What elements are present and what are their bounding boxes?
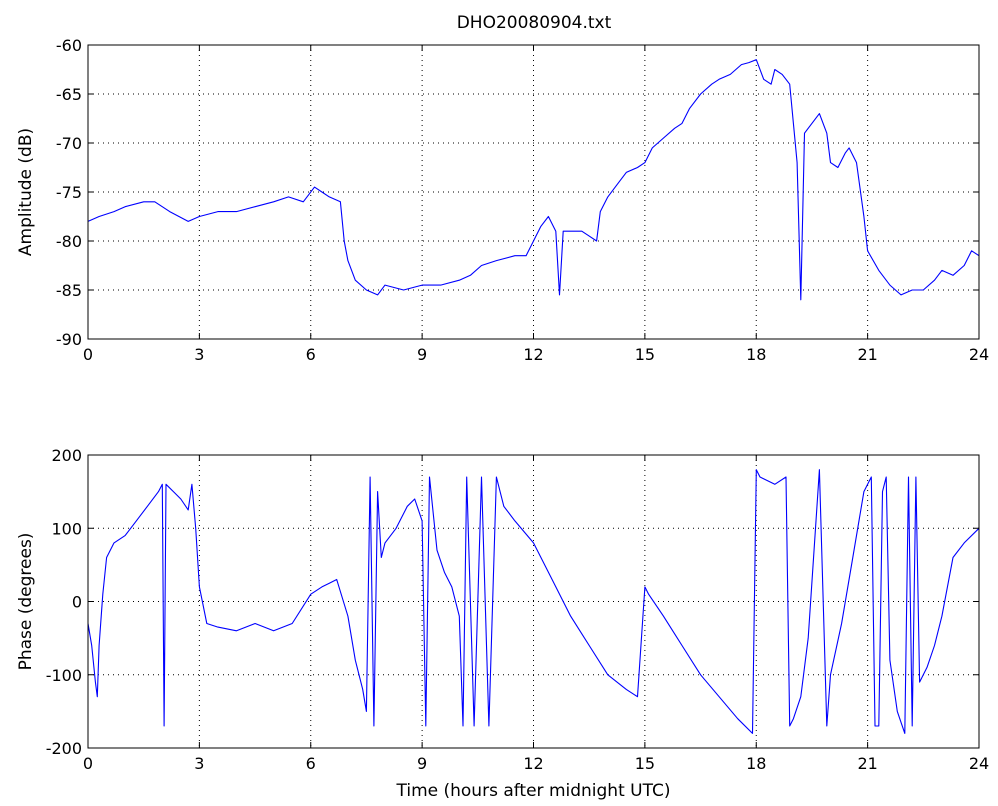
chart-title: DHO20080904.txt <box>457 13 612 33</box>
phase-x-tick-label: 18 <box>746 754 766 773</box>
phase-x-axis-title: Time (hours after midnight UTC) <box>395 781 670 801</box>
phase-x-tick-label: 3 <box>194 754 204 773</box>
phase-x-tick-label: 21 <box>857 754 877 773</box>
amplitude-y-tick-label: -85 <box>56 281 82 300</box>
amplitude-x-tick-label: 15 <box>635 345 655 364</box>
phase-y-tick-label: -200 <box>46 739 82 758</box>
phase-x-tick-label: 15 <box>635 754 655 773</box>
amplitude-y-tick-label: -75 <box>56 183 82 202</box>
amplitude-series-line <box>87 59 980 301</box>
phase-y-axis-title: Phase (degrees) <box>16 533 36 671</box>
amplitude-y-tick-label: -60 <box>56 36 82 55</box>
phase-x-tick-label: 9 <box>417 754 427 773</box>
phase-x-tick-label: 0 <box>83 754 93 773</box>
amplitude-x-tick-label: 21 <box>857 345 877 364</box>
amplitude-x-tick-label: 12 <box>523 345 543 364</box>
amplitude-y-tick-label: -90 <box>56 330 82 349</box>
amplitude-y-tick-label: -65 <box>56 85 82 104</box>
amplitude-x-tick-label: 6 <box>306 345 316 364</box>
phase-chart: 0 3 6 9 12 15 18 21 24 -200 -100 0 100 200 Phase (degr… <box>16 446 989 801</box>
amplitude-x-tick-label: 0 <box>83 345 93 364</box>
amplitude-y-tick-label: -80 <box>56 232 82 251</box>
phase-y-tick-label: -100 <box>46 666 82 685</box>
amplitude-y-axis-title: Amplitude (dB) <box>16 128 36 256</box>
phase-y-tick-label: 0 <box>72 593 82 612</box>
phase-y-tick-label: 200 <box>51 446 82 465</box>
amplitude-x-tick-label: 24 <box>969 345 989 364</box>
phase-y-tick-label: 100 <box>51 519 82 538</box>
amplitude-x-tick-label: 18 <box>746 345 766 364</box>
amplitude-y-tick-label: -70 <box>56 134 82 153</box>
phase-x-tick-label: 12 <box>523 754 543 773</box>
phase-x-tick-label: 6 <box>306 754 316 773</box>
phase-series-line <box>87 469 980 734</box>
amplitude-x-tick-label: 9 <box>417 345 427 364</box>
amplitude-chart: 0 3 6 9 12 15 18 21 24 -90 -85 -80 -75 -70 -65 -60 Ampli… <box>16 36 989 364</box>
amplitude-x-tick-label: 3 <box>194 345 204 364</box>
phase-x-tick-label: 24 <box>969 754 989 773</box>
